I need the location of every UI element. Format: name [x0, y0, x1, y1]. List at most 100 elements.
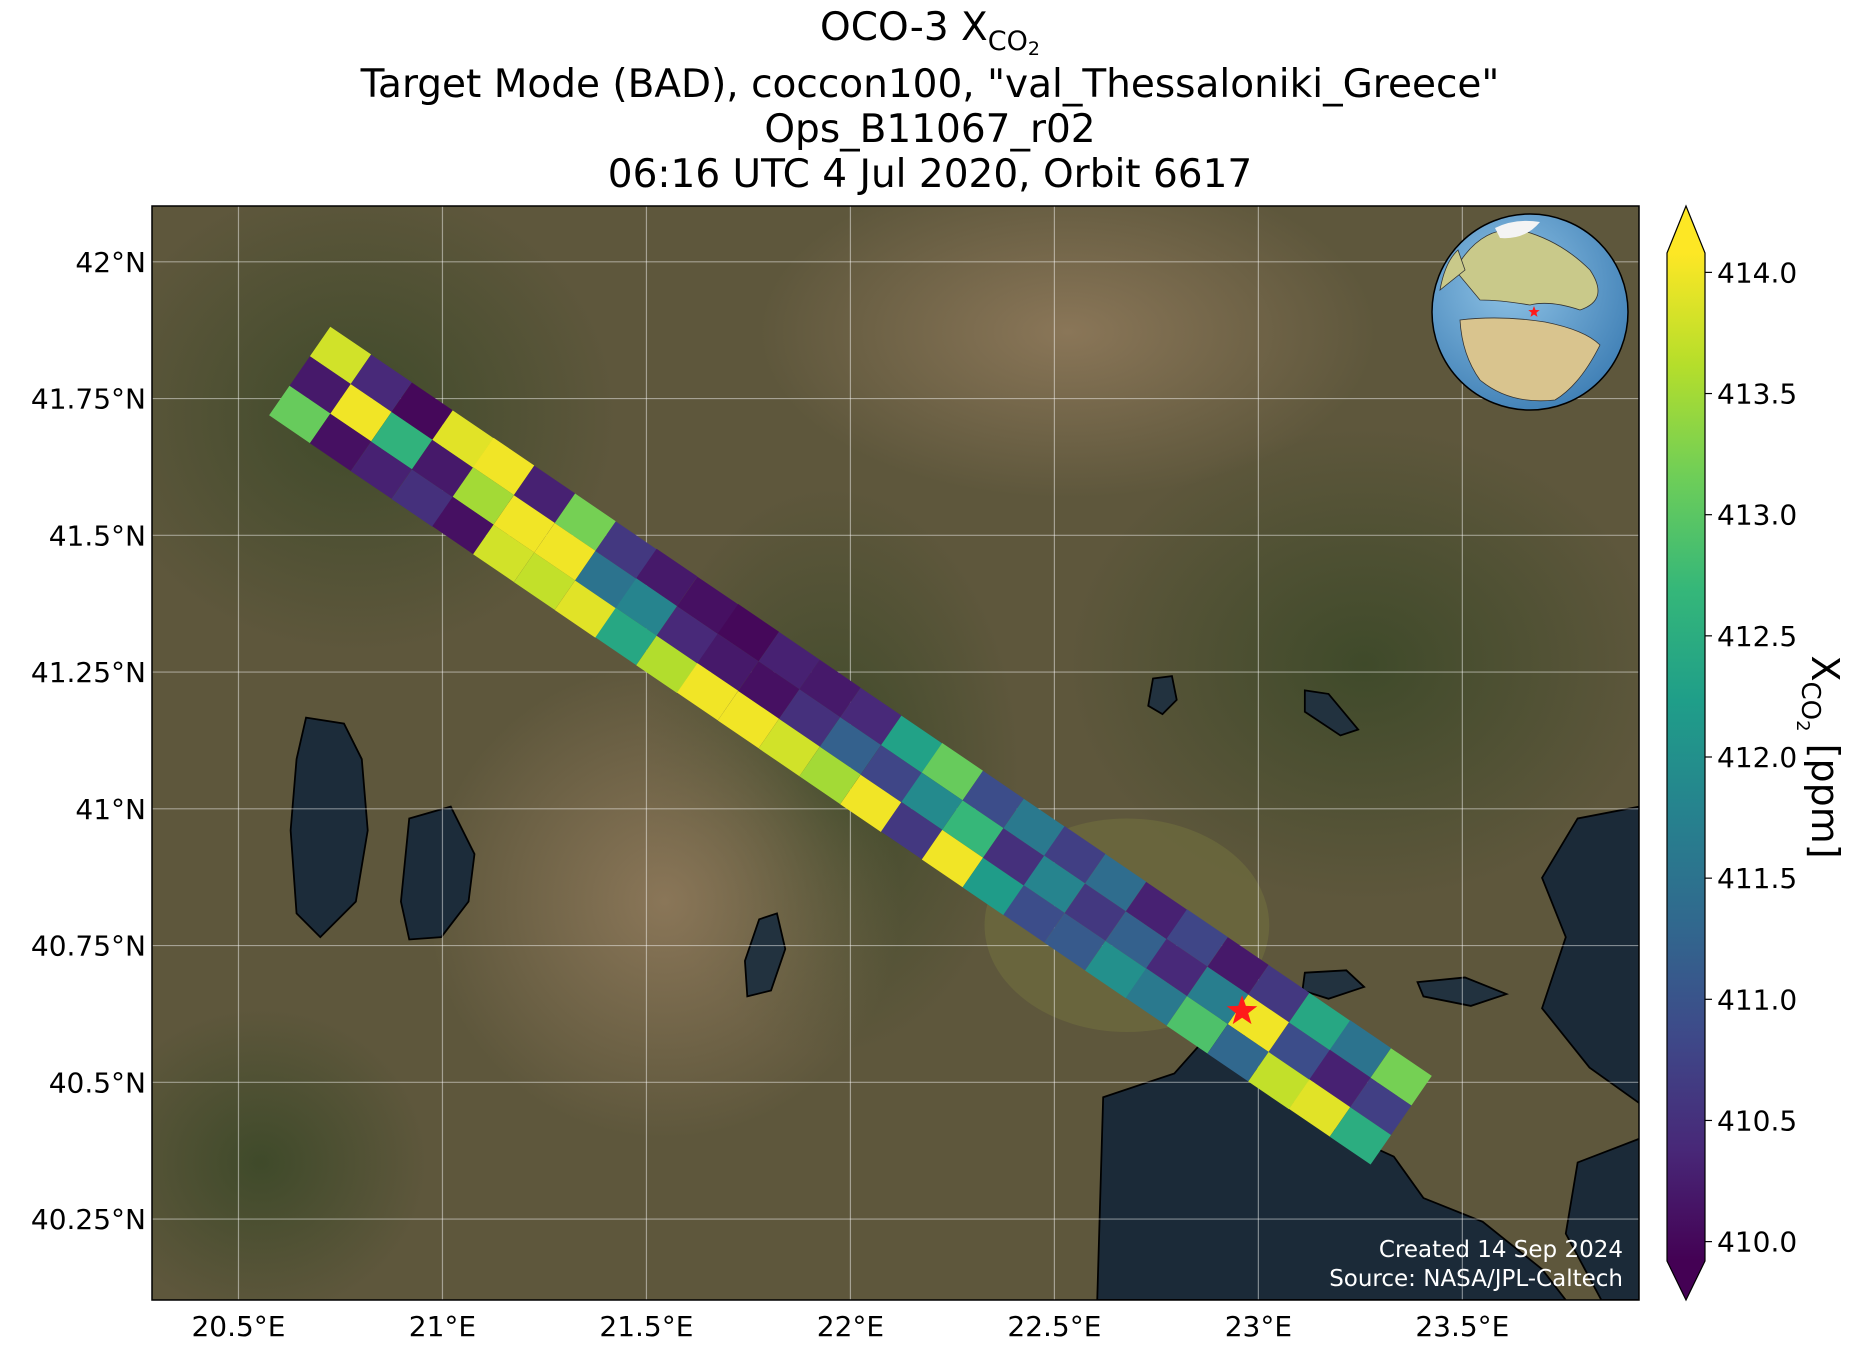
sounding-cell — [1105, 911, 1167, 969]
sounding-cell — [452, 467, 514, 525]
sounding-cell — [1268, 1022, 1330, 1080]
sounding-cell — [1370, 1048, 1432, 1106]
sounding-cell — [1003, 885, 1065, 943]
sounding-cell — [1329, 1020, 1391, 1078]
sounding-cell — [677, 576, 739, 634]
sounding-cell — [738, 661, 800, 719]
sounding-cell — [473, 524, 535, 582]
sounding-cell — [1350, 1077, 1412, 1135]
colorbar-label: XCO2 [ppm] — [1792, 655, 1847, 858]
sounding-cell — [1289, 992, 1351, 1051]
sounding-cell — [432, 410, 494, 468]
colorbar-tick-label: 410.5 — [1717, 1104, 1797, 1137]
title-line: Target Mode (BAD), coccon100, "val_Thess… — [360, 62, 1500, 107]
sounding-cell — [269, 385, 331, 444]
sounding-cell — [717, 691, 779, 749]
sounding-cell — [881, 715, 943, 773]
sounding-cell — [493, 495, 555, 553]
sounding-cell — [779, 689, 841, 747]
sounding-cell — [758, 631, 820, 690]
footer-text: Source: NASA/JPL-Caltech — [1329, 1266, 1623, 1292]
sounding-cell — [350, 441, 412, 499]
sounding-cell — [656, 606, 718, 664]
y-tick-label: 41.25°N — [31, 656, 146, 689]
sounding-cell — [636, 548, 698, 607]
colorbar-tick-label: 414.0 — [1717, 256, 1797, 289]
sounding-cell — [350, 354, 412, 412]
y-tick-label: 41°N — [75, 793, 146, 826]
sounding-cell — [309, 413, 372, 471]
colorbar-tick-label: 412.0 — [1717, 741, 1797, 774]
sounding-cell — [983, 828, 1045, 886]
sounding-cell — [432, 496, 494, 555]
sounding-cell — [1044, 826, 1106, 884]
sounding-cell — [371, 412, 433, 470]
sounding-cell — [554, 580, 616, 638]
sounding-cell — [595, 607, 657, 666]
sounding-cell — [1085, 941, 1147, 999]
map-frame — [151, 205, 1640, 1301]
sounding-cell — [1248, 1052, 1310, 1110]
sounding-cell — [636, 635, 698, 693]
sounding-cell — [1166, 909, 1228, 967]
sounding-cell — [575, 551, 637, 609]
sounding-cell — [697, 633, 759, 691]
sounding-cell — [677, 663, 739, 721]
x-tick-label: 23°E — [1225, 1310, 1292, 1343]
sounding-cell — [1023, 855, 1085, 913]
sounding-cell — [860, 745, 922, 803]
sounding-cell — [1289, 1079, 1351, 1137]
sounding-cell — [942, 800, 1004, 858]
sounding-cell — [1309, 1049, 1371, 1108]
sounding-cell — [758, 718, 820, 777]
sounding-cell — [1085, 854, 1147, 912]
sounding-cell — [799, 659, 861, 718]
sounding-cell — [289, 356, 351, 414]
colorbar-extend-min — [1667, 1261, 1705, 1300]
sounding-cell — [534, 523, 596, 581]
sounding-cell — [554, 493, 616, 551]
sounding-cell — [1125, 881, 1187, 940]
y-tick-label: 41.75°N — [31, 383, 146, 416]
colorbar-tick-label: 413.5 — [1717, 378, 1797, 411]
sounding-cell — [1248, 965, 1310, 1023]
sounding-cell — [1146, 938, 1208, 997]
sounding-cell — [962, 857, 1024, 916]
x-tick-label: 22.5°E — [1007, 1310, 1101, 1343]
sounding-cell — [881, 802, 943, 860]
x-tick-label: 20.5°E — [191, 1310, 285, 1343]
y-tick-label: 41.5°N — [49, 519, 146, 552]
colorbar-extend-max — [1667, 206, 1705, 253]
colorbar — [1667, 253, 1705, 1261]
target-star — [1226, 995, 1258, 1025]
title-line: OCO-3 XCO2 — [820, 5, 1040, 60]
colorbar-outline — [1666, 204, 1706, 1302]
y-tick-label: 40.75°N — [31, 930, 146, 963]
sounding-cell — [513, 465, 576, 523]
colorbar-tick-label: 410.0 — [1717, 1226, 1797, 1259]
sounding-cell — [1207, 937, 1269, 995]
globe-target — [1528, 306, 1540, 317]
x-tick-label: 22°E — [817, 1310, 884, 1343]
sounding-cell — [513, 552, 576, 610]
sounding-cell — [309, 326, 372, 384]
sounding-cell — [840, 774, 902, 832]
x-tick-label: 21.5°E — [599, 1310, 693, 1343]
y-tick-label: 40.5°N — [49, 1066, 146, 1099]
globe-inset — [1431, 213, 1629, 411]
colorbar-tick-label: 413.0 — [1717, 499, 1797, 532]
sounding-cell — [595, 521, 657, 579]
footer-text: Created 14 Sep 2024 — [1379, 1237, 1623, 1263]
sounding-cell — [1329, 1107, 1391, 1165]
sounding-cell — [921, 743, 983, 801]
colorbar-tick-label: 411.5 — [1717, 862, 1797, 895]
sounding-cell — [411, 439, 474, 498]
sounding-cell — [330, 384, 392, 442]
sounding-cell — [391, 469, 453, 527]
y-tick-label: 40.25°N — [31, 1203, 146, 1236]
sounding-cell — [819, 717, 881, 775]
x-tick-label: 21°E — [409, 1310, 476, 1343]
sounding-cell — [1044, 913, 1106, 971]
sounding-cell — [1064, 883, 1126, 941]
